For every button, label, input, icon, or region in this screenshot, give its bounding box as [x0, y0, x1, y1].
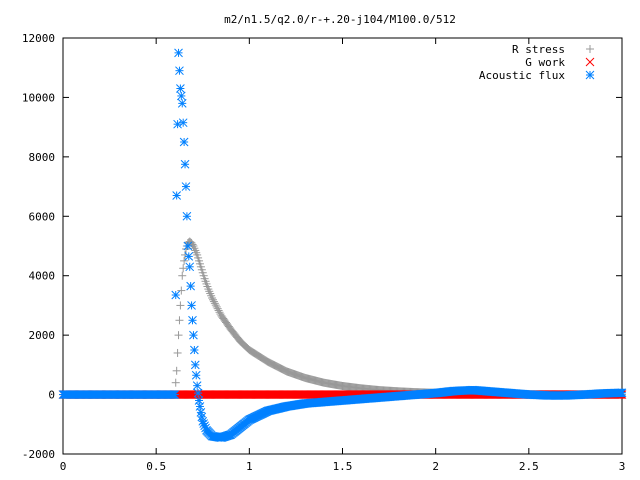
data-point [178, 271, 187, 280]
legend-marker [586, 45, 594, 53]
data-point [180, 256, 189, 265]
y-tick-label: 2000 [29, 329, 56, 342]
data-point [179, 264, 188, 273]
data-point [191, 370, 201, 380]
x-tick-label: 0 [60, 460, 67, 473]
data-point [212, 302, 221, 311]
data-point [177, 286, 186, 295]
x-tick-label: 0.5 [146, 460, 166, 473]
data-point [189, 330, 198, 340]
data-point [617, 388, 627, 398]
data-point [192, 381, 202, 391]
data-point [177, 99, 187, 108]
y-tick-label: 8000 [29, 151, 56, 164]
series-layer [58, 48, 627, 443]
data-point [172, 366, 181, 375]
data-point [209, 297, 218, 306]
y-tick-label: 4000 [29, 270, 56, 283]
data-point [180, 159, 190, 169]
x-tick-label: 2.5 [519, 460, 539, 473]
chart-title: m2/n1.5/q2.0/r-+.20-j104/M100.0/512 [224, 13, 456, 26]
x-tick-label: 2 [432, 460, 439, 473]
x-tick-label: 1 [246, 460, 253, 473]
data-point [213, 304, 222, 313]
data-point [188, 315, 197, 325]
y-tick-label: 0 [48, 389, 55, 402]
data-point [171, 378, 180, 387]
data-point [181, 182, 191, 191]
data-point [170, 390, 180, 399]
x-tick-label: 1.5 [333, 460, 353, 473]
data-point [190, 360, 200, 370]
data-point [176, 301, 185, 310]
legend-marker [585, 70, 595, 80]
data-point [210, 299, 219, 308]
data-point [175, 66, 184, 76]
x-tick-label: 3 [619, 460, 626, 473]
y-tick-label: 6000 [29, 210, 56, 223]
data-point [174, 331, 183, 340]
legend-marker [585, 57, 595, 67]
data-point [211, 301, 220, 310]
data-point [175, 316, 184, 325]
data-point [187, 301, 196, 310]
data-point [185, 262, 195, 272]
series-acoustic-flux [58, 48, 627, 443]
y-tick-label: 10000 [22, 91, 55, 104]
legend-label: G work [525, 56, 565, 69]
data-point [190, 345, 199, 355]
legend-label: R stress [512, 43, 565, 56]
y-tick-label: 12000 [22, 32, 55, 45]
data-point [176, 91, 186, 101]
data-point [178, 118, 188, 128]
data-point [173, 119, 182, 129]
data-point [183, 241, 193, 251]
legend-label: Acoustic flux [479, 69, 565, 82]
data-point [208, 295, 217, 304]
data-point [208, 294, 217, 302]
data-point [193, 388, 203, 398]
series-r-stress [59, 237, 626, 399]
y-tick-label: -2000 [22, 448, 55, 461]
data-point [184, 252, 194, 261]
data-point [174, 48, 183, 58]
data-point [171, 290, 181, 300]
data-point [215, 308, 224, 317]
axis-ticks: 0 0.5 1 1.5 2 2.5 3 -2000 0 2000 4000 6000 8000 10000… [22, 32, 625, 473]
data-point [182, 211, 192, 221]
data-point [173, 348, 182, 357]
data-point [179, 137, 189, 147]
data-point [186, 281, 195, 291]
data-point [214, 306, 223, 315]
data-point [176, 84, 185, 93]
data-point [172, 191, 182, 200]
